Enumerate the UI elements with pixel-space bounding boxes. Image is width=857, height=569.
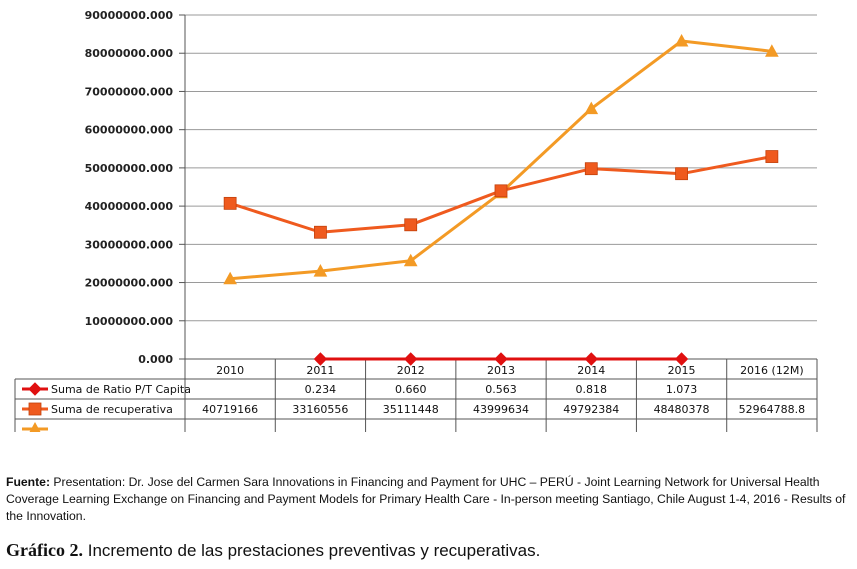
- y-tick-label: 50000000.000: [85, 162, 174, 175]
- source-note: Fuente: Presentation: Dr. Jose del Carme…: [6, 474, 854, 525]
- data-point-2: [223, 271, 237, 285]
- data-label: 33160556: [292, 403, 348, 416]
- category-label: 2015: [668, 364, 696, 377]
- caption-text: Incremento de las prestaciones preventiv…: [87, 541, 541, 560]
- category-label: 2011: [306, 364, 334, 377]
- legend-key-marker: [29, 421, 41, 432]
- y-tick-label: 0.000: [138, 353, 173, 366]
- y-tick-label: 90000000.000: [85, 9, 174, 22]
- data-label: 40719166: [202, 403, 258, 416]
- category-label: 2013: [487, 364, 515, 377]
- data-point-0: [313, 352, 328, 366]
- data-label: 43999634: [473, 403, 529, 416]
- category-label: 2012: [397, 364, 425, 377]
- y-tick-label: 40000000.000: [85, 200, 174, 213]
- data-label: 0.234: [305, 383, 337, 396]
- data-point-0: [674, 352, 689, 366]
- y-tick-label: 10000000.000: [85, 315, 174, 328]
- data-point-2: [313, 264, 328, 277]
- data-label: 0.818: [576, 383, 608, 396]
- y-tick-label: 70000000.000: [85, 85, 174, 98]
- y-tick-label: 30000000.000: [85, 238, 174, 251]
- data-point-1: [223, 196, 237, 210]
- category-label: 2010: [216, 364, 244, 377]
- data-label: 0.563: [485, 383, 517, 396]
- data-point-0: [584, 352, 598, 366]
- data-label: 52964788.8: [739, 403, 805, 416]
- data-point-1: [584, 162, 598, 176]
- data-label: 48480378: [654, 403, 710, 416]
- category-label: 2016 (12M): [740, 364, 804, 377]
- caption-number: Gráfico 2.: [6, 540, 83, 560]
- series-name: Suma de Ratio P/T Capita: [51, 383, 191, 396]
- data-label: 49792384: [563, 403, 619, 416]
- y-tick-label: 20000000.000: [85, 277, 174, 290]
- data-point-2: [674, 33, 689, 47]
- data-point-1: [675, 167, 688, 181]
- chart-area: 0.000 10000000.000 20000000.000 30000000.00…: [14, 9, 818, 432]
- data-label: 0.660: [395, 383, 427, 396]
- y-tick-label: 80000000.000: [85, 47, 174, 60]
- legend-key-marker: [28, 382, 42, 396]
- data-point-1: [314, 225, 327, 239]
- figure-caption: Gráfico 2. Incremento de las prestacione…: [6, 540, 854, 561]
- data-point-2: [403, 253, 418, 267]
- series-name: Suma de recuperativa: [51, 403, 173, 416]
- data-point-1: [765, 150, 779, 163]
- data-label: 35111448: [383, 403, 439, 416]
- data-point-0: [404, 352, 418, 366]
- data-point-1: [494, 184, 508, 198]
- category-label: 2014: [577, 364, 605, 377]
- data-point-2: [584, 101, 599, 115]
- data-point-0: [494, 352, 508, 366]
- data-label: 1.073: [666, 383, 698, 396]
- legend-key-marker: [28, 402, 42, 416]
- y-tick-label: 60000000.000: [85, 124, 174, 137]
- data-point-1: [404, 218, 418, 232]
- data-point-2: [765, 44, 779, 57]
- source-text: Presentation: Dr. Jose del Carmen Sara I…: [6, 475, 846, 523]
- series-line-2: [230, 39, 773, 281]
- source-label: Fuente:: [6, 475, 51, 489]
- line-chart: 0.000 10000000.000 20000000.000 30000000.00…: [14, 9, 818, 432]
